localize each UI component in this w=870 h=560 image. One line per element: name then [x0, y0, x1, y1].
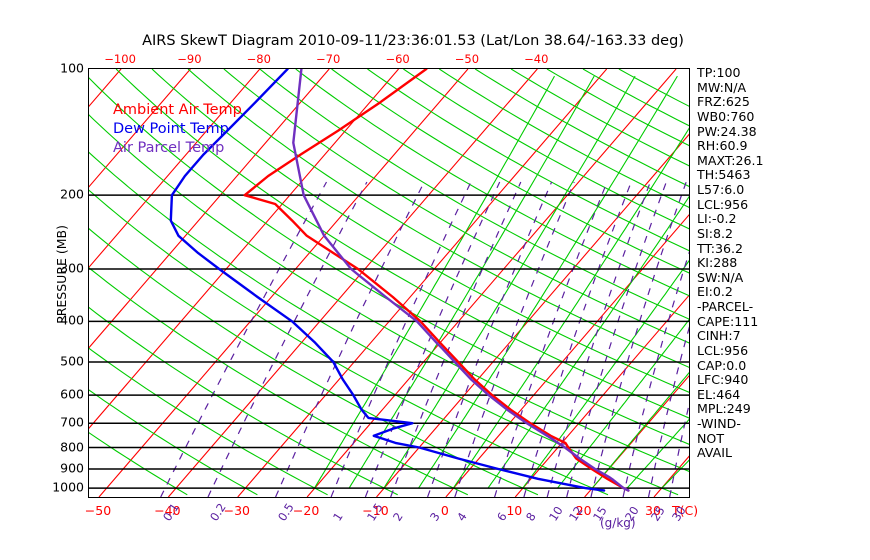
- index-readout: TT:36.2: [697, 240, 744, 256]
- top-temp-tick: −70: [316, 52, 341, 66]
- mixing-ratio-tick: 10: [546, 503, 566, 524]
- index-readout: LFC:940: [697, 372, 749, 388]
- pressure-tick: 200: [60, 186, 84, 202]
- index-readout: MPL:249: [697, 401, 751, 417]
- pressure-tick: 400: [60, 312, 84, 328]
- pressure-tick: 900: [60, 460, 84, 476]
- index-readout: PW:24.38: [697, 123, 757, 139]
- bottom-temp-tick: −40: [154, 503, 181, 518]
- mixing-ratio-tick: 4: [453, 509, 470, 524]
- top-temp-tick: −100: [104, 52, 136, 66]
- pressure-axis-label: PRESSURE (MB): [54, 225, 69, 324]
- mixing-ratio-tick: 8: [522, 509, 539, 524]
- pressure-tick: 600: [60, 386, 84, 402]
- index-readout: LCL:956: [697, 342, 749, 358]
- pressure-axis: 100 200 300 400 500 600 700 800 900 1000: [46, 0, 84, 498]
- temperature-unit-label: T(C): [672, 503, 699, 518]
- bottom-temp-tick: 0: [440, 503, 449, 518]
- index-readout: MW:N/A: [697, 79, 747, 95]
- index-readout: L57:6.0: [697, 182, 745, 197]
- index-readout: AVAIL: [697, 445, 732, 461]
- series-air-parcel-temp: [292, 69, 630, 492]
- top-temp-tick: −60: [385, 52, 410, 66]
- index-readout: CAPE:111: [697, 313, 759, 329]
- series-dew-point-temp: [169, 69, 606, 492]
- skewt-plot-canvas: [89, 69, 689, 497]
- index-readout: NOT: [697, 430, 725, 446]
- index-readout: SW:N/A: [697, 269, 744, 285]
- top-temp-tick: −50: [454, 52, 480, 66]
- index-readout: EI:0.2: [697, 284, 733, 300]
- top-temp-tick: −40: [524, 52, 549, 66]
- bottom-temp-tick: 10: [506, 503, 523, 518]
- pressure-tick: 1000: [52, 479, 84, 495]
- index-readout: -WIND-: [697, 416, 741, 431]
- pressure-tick: 300: [60, 260, 84, 276]
- legend-dew-point-temp: Dew Point Temp: [113, 121, 229, 137]
- index-readout: CINH:7: [697, 328, 741, 344]
- index-readout: EL:464: [697, 386, 741, 402]
- pressure-tick: 100: [60, 60, 84, 76]
- top-temp-tick: −90: [177, 52, 202, 66]
- bottom-temp-tick: 20: [575, 503, 592, 518]
- index-readout: FRZ:625: [697, 94, 750, 110]
- index-readout: WB0:760: [697, 108, 755, 124]
- index-readout: MAXT:26.1: [697, 152, 764, 168]
- index-readout: KI:288: [697, 255, 738, 271]
- index-readout: LCL:956: [697, 196, 749, 212]
- bottom-temp-tick: −30: [223, 503, 250, 518]
- mixing-ratio-tick: 1: [330, 509, 346, 524]
- legend: Ambient Air Temp Dew Point Temp Air Parc…: [113, 101, 242, 158]
- legend-air-parcel-temp: Air Parcel Temp: [113, 140, 225, 156]
- bottom-temp-tick: −20: [292, 503, 320, 518]
- plot-area: [88, 68, 690, 498]
- bottom-temp-tick: 30: [645, 503, 661, 518]
- bottom-temp-tick: −50: [84, 503, 112, 518]
- index-readout: CAP:0.0: [697, 357, 747, 373]
- index-readout: TH:5463: [697, 167, 751, 183]
- legend-ambient-air-temp: Ambient Air Temp: [113, 102, 242, 118]
- pressure-tick: 700: [60, 414, 84, 430]
- top-temp-tick: −80: [246, 52, 271, 66]
- index-readout: LI:-0.2: [697, 211, 737, 227]
- pressure-tick: 800: [60, 439, 84, 454]
- indices-panel: TP:100 MW:N/A FRZ:625 WB0:760 PW:24.38 RH:60.…: [697, 65, 862, 461]
- bottom-temp-tick: −10: [362, 503, 389, 518]
- index-readout: -PARCEL-: [697, 299, 754, 314]
- index-readout: TP:100: [697, 65, 741, 80]
- page-title: AIRS SkewT Diagram 2010-09-11/23:36:01.5…: [142, 33, 684, 49]
- index-readout: SI:8.2: [697, 225, 733, 241]
- mixing-ratio-unit-label: (g/kg): [600, 516, 636, 530]
- index-readout: RH:60.9: [697, 138, 748, 154]
- mixing-ratio-tick: 2: [389, 509, 406, 524]
- pressure-tick: 500: [60, 353, 84, 369]
